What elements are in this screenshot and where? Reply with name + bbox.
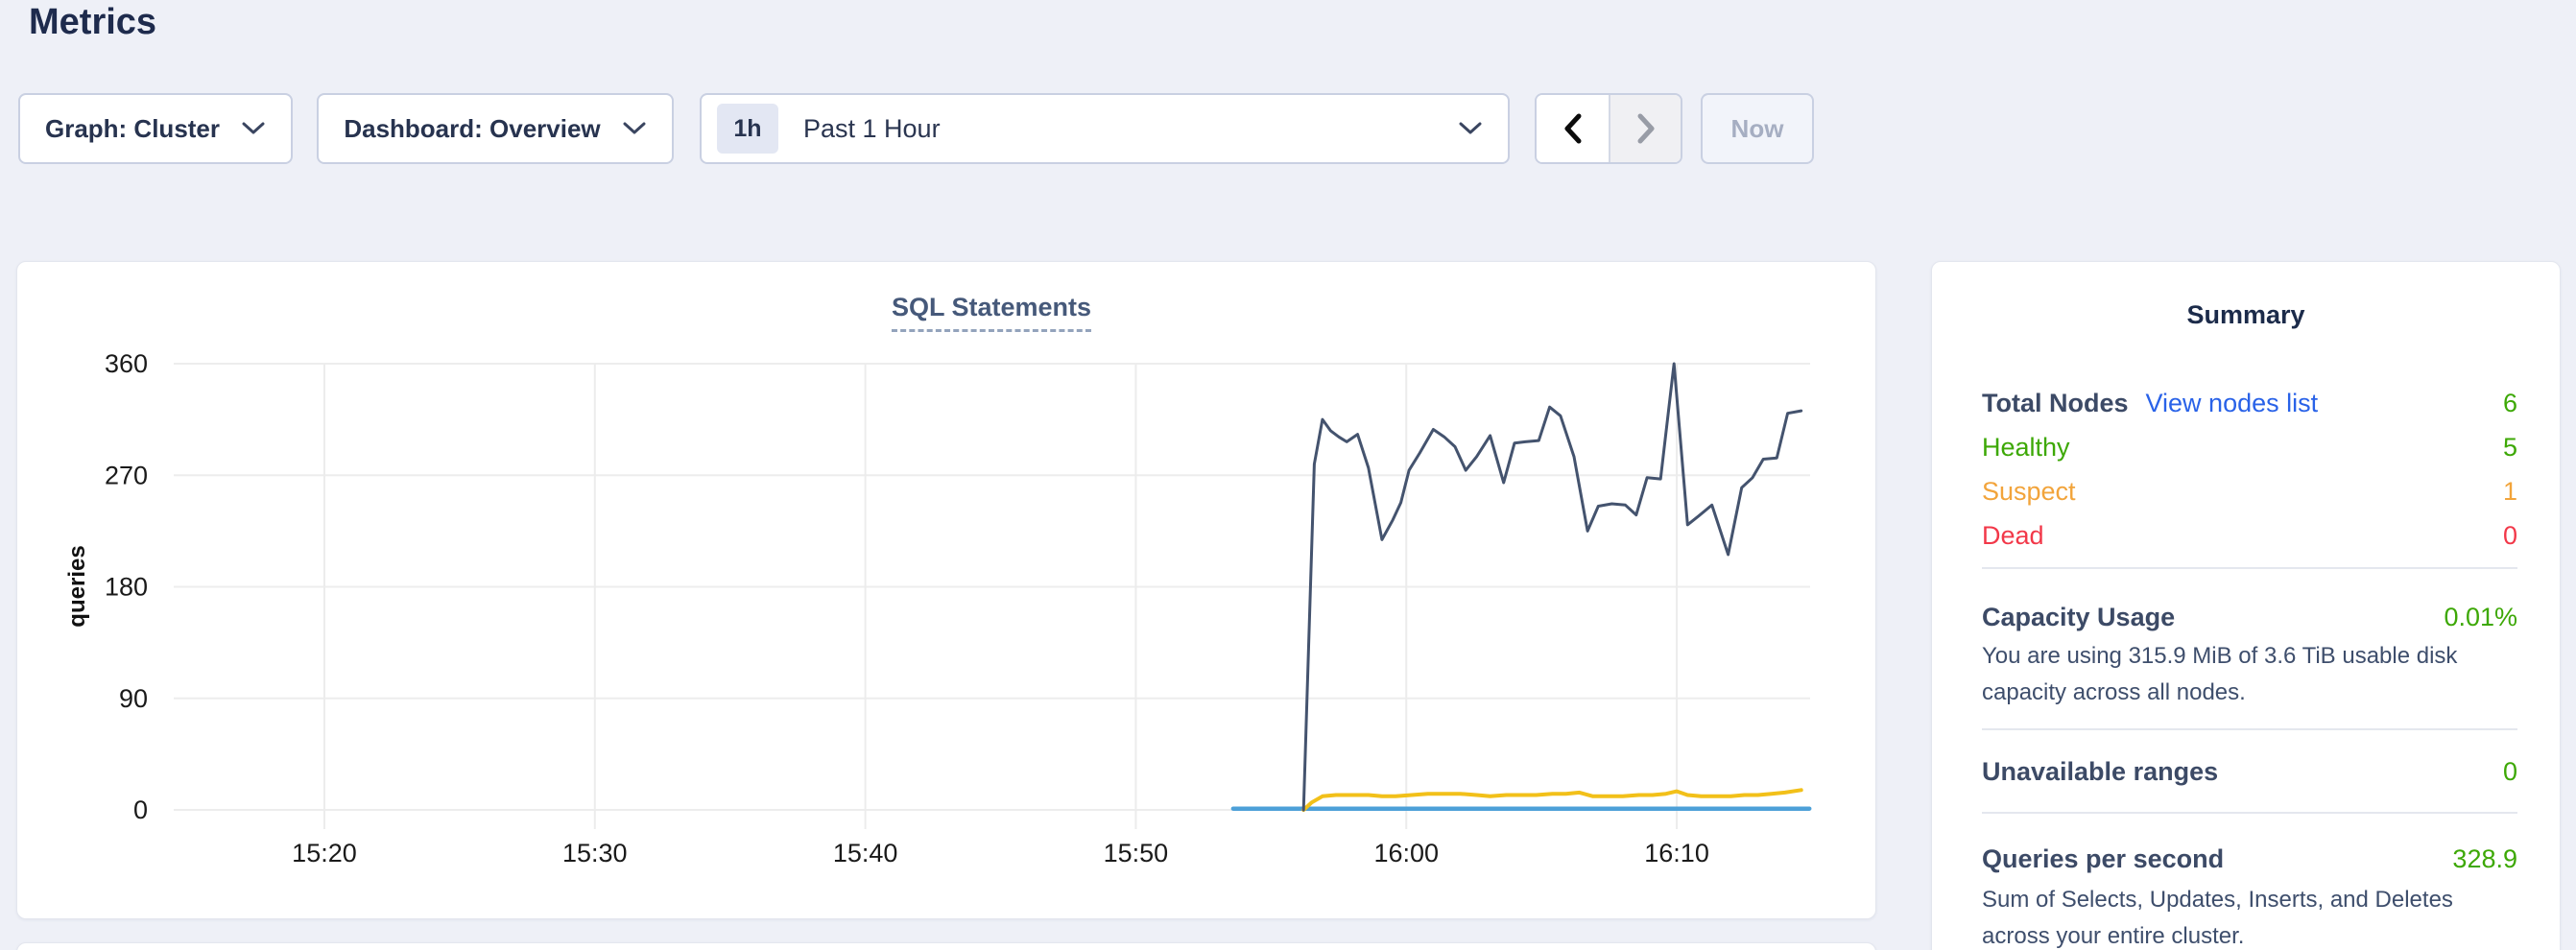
- suspect-value: 1: [2502, 476, 2517, 506]
- total-nodes-row: Total Nodes View nodes list 6: [1982, 381, 2517, 425]
- chevron-down-icon: [623, 122, 646, 134]
- svg-text:16:00: 16:00: [1373, 839, 1439, 867]
- svg-text:0: 0: [133, 796, 148, 824]
- divider: [1982, 567, 2517, 569]
- view-nodes-list-link[interactable]: View nodes list: [2145, 388, 2319, 417]
- healthy-label: Healthy: [1982, 432, 2070, 462]
- unavailable-ranges-row: Unavailable ranges 0: [1982, 754, 2517, 789]
- chevron-down-icon: [242, 122, 265, 134]
- capacity-usage-label: Capacity Usage: [1982, 602, 2176, 631]
- svg-text:90: 90: [119, 684, 148, 713]
- healthy-nodes-row: Healthy 5: [1982, 425, 2517, 469]
- suspect-label: Suspect: [1982, 476, 2076, 506]
- capacity-usage-row: Capacity Usage 0.01%: [1982, 600, 2517, 634]
- total-nodes-label: Total Nodes: [1982, 388, 2129, 417]
- dashboard-dropdown-label: Dashboard: Overview: [344, 113, 601, 143]
- time-window-badge: 1h: [717, 104, 778, 154]
- unavailable-ranges-label: Unavailable ranges: [1982, 756, 2219, 786]
- previous-time-button[interactable]: [1537, 95, 1609, 162]
- graph-dropdown-label: Graph: Cluster: [44, 113, 221, 143]
- queries-per-second-label: Queries per second: [1982, 843, 2225, 873]
- divider: [1982, 812, 2517, 814]
- now-button-label: Now: [1730, 113, 1784, 143]
- dashboard-dropdown[interactable]: Dashboard: Overview: [317, 93, 674, 164]
- queries-per-second-description: Sum of Selects, Updates, Inserts, and De…: [1982, 887, 2453, 949]
- time-step-group: [1535, 93, 1682, 164]
- chevron-right-icon: [1637, 113, 1654, 144]
- capacity-usage-description: You are using 315.9 MiB of 3.6 TiB usabl…: [1982, 643, 2458, 705]
- svg-text:15:30: 15:30: [562, 839, 628, 867]
- suspect-nodes-row: Suspect 1: [1982, 469, 2517, 513]
- node-status-list: Total Nodes View nodes list 6 Healthy 5 …: [1982, 381, 2517, 558]
- chevron-down-icon: [1459, 122, 1482, 134]
- summary-panel: Summary Total Nodes View nodes list 6 He…: [1931, 261, 2561, 950]
- total-nodes-value: 6: [2502, 388, 2517, 417]
- capacity-usage-value: 0.01%: [2444, 602, 2517, 631]
- dead-nodes-row: Dead 0: [1982, 513, 2517, 558]
- svg-text:360: 360: [105, 349, 148, 378]
- next-chart-card: [16, 942, 1876, 950]
- svg-text:270: 270: [105, 461, 148, 489]
- healthy-value: 5: [2502, 432, 2517, 462]
- dead-value: 0: [2502, 520, 2517, 550]
- svg-text:15:40: 15:40: [833, 839, 898, 867]
- svg-text:15:50: 15:50: [1104, 839, 1169, 867]
- unavailable-ranges-value: 0: [2502, 756, 2517, 786]
- chart-title[interactable]: SQL Statements: [891, 293, 1092, 332]
- svg-text:180: 180: [105, 573, 148, 602]
- summary-title: Summary: [2186, 300, 2305, 329]
- divider: [1982, 728, 2517, 730]
- page-title: Metrics: [29, 2, 157, 42]
- queries-per-second-row: Queries per second 328.9: [1982, 842, 2517, 876]
- time-window-dropdown[interactable]: 1h Past 1 Hour: [700, 93, 1510, 164]
- svg-text:15:20: 15:20: [292, 839, 357, 867]
- queries-per-second-value: 328.9: [2452, 843, 2517, 873]
- svg-text:16:10: 16:10: [1644, 839, 1709, 867]
- graph-dropdown[interactable]: Graph: Cluster: [18, 93, 293, 164]
- dead-label: Dead: [1982, 520, 2044, 550]
- chevron-left-icon: [1564, 113, 1581, 144]
- sql-statements-chart-card: SQL Statements 0 90 180 270 360 15:20 15:30 15:…: [16, 261, 1876, 919]
- now-button[interactable]: Now: [1701, 93, 1814, 164]
- next-time-button[interactable]: [1609, 95, 1681, 162]
- sql-statements-chart[interactable]: 0 90 180 270 360 15:20 15:30 15:40 15:50 16:00 16:…: [17, 262, 1877, 920]
- svg-text:queries: queries: [64, 545, 90, 627]
- time-window-label: Past 1 Hour: [803, 113, 941, 143]
